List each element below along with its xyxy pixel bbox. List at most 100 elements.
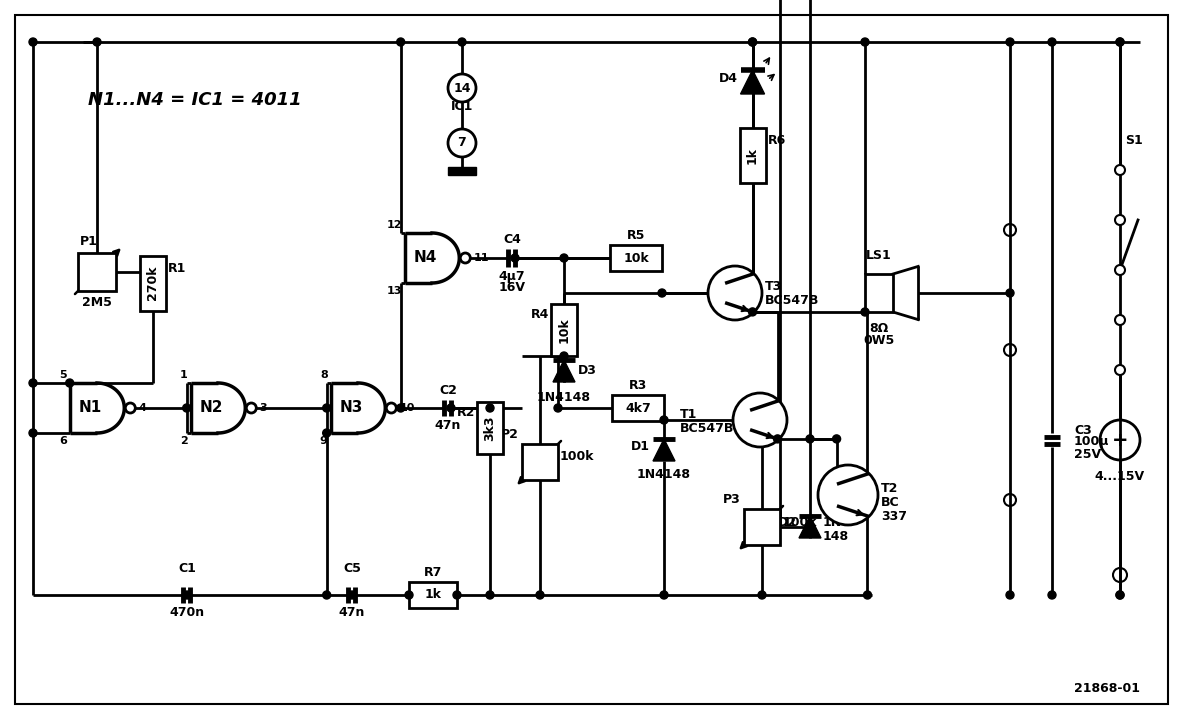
Circle shape [323, 591, 331, 599]
Text: 21868-01: 21868-01 [1074, 682, 1140, 695]
Circle shape [1006, 591, 1014, 599]
Circle shape [861, 308, 870, 316]
Circle shape [246, 403, 257, 413]
Text: BC: BC [881, 497, 899, 510]
Polygon shape [552, 360, 575, 382]
Text: N1: N1 [79, 400, 102, 416]
Circle shape [658, 289, 666, 297]
Circle shape [554, 404, 562, 412]
Circle shape [453, 591, 461, 599]
Circle shape [1116, 38, 1124, 46]
Bar [610, 245, 662, 271]
Polygon shape [405, 233, 459, 283]
Bar [140, 255, 166, 311]
Text: R6: R6 [768, 134, 786, 147]
Text: 1k: 1k [746, 147, 759, 163]
Circle shape [560, 254, 568, 262]
Circle shape [733, 393, 787, 447]
Text: 16V: 16V [498, 281, 525, 294]
Circle shape [511, 254, 519, 262]
Polygon shape [190, 383, 245, 433]
Circle shape [758, 591, 767, 599]
Text: D4: D4 [718, 71, 737, 85]
Circle shape [1004, 494, 1016, 506]
Text: IC1: IC1 [451, 99, 473, 112]
Text: 470n: 470n [169, 606, 205, 619]
Circle shape [749, 38, 757, 46]
Circle shape [486, 591, 494, 599]
Text: N1...N4 = IC1 = 4011: N1...N4 = IC1 = 4011 [89, 91, 302, 109]
Text: C2: C2 [439, 384, 457, 397]
Circle shape [1004, 224, 1016, 236]
Circle shape [1116, 265, 1125, 275]
Bar [551, 304, 577, 356]
Text: 10: 10 [400, 403, 415, 413]
Text: C4: C4 [503, 233, 521, 246]
Text: 25V: 25V [1074, 447, 1101, 460]
Circle shape [396, 404, 405, 412]
Circle shape [833, 435, 841, 443]
Circle shape [806, 435, 814, 443]
Text: 5: 5 [59, 370, 66, 380]
Circle shape [864, 591, 872, 599]
Bar [739, 127, 765, 183]
Circle shape [817, 465, 878, 525]
Circle shape [447, 404, 455, 412]
Circle shape [1113, 568, 1127, 582]
Text: +: + [1112, 431, 1129, 449]
Text: N3: N3 [340, 400, 363, 416]
Circle shape [30, 429, 37, 437]
Circle shape [1100, 420, 1140, 460]
Circle shape [460, 253, 471, 263]
Text: 1: 1 [180, 370, 188, 380]
Text: 3: 3 [259, 403, 267, 413]
Circle shape [30, 38, 37, 46]
Text: 100k: 100k [783, 516, 817, 528]
Circle shape [348, 591, 356, 599]
Text: 100k: 100k [560, 451, 595, 464]
Circle shape [183, 591, 190, 599]
Text: 7: 7 [458, 137, 466, 150]
Circle shape [1048, 591, 1056, 599]
Circle shape [1116, 591, 1124, 599]
Text: 4: 4 [138, 403, 147, 413]
Text: 9: 9 [319, 436, 328, 446]
Circle shape [405, 591, 413, 599]
Circle shape [774, 435, 782, 443]
Circle shape [182, 404, 190, 412]
Polygon shape [653, 439, 675, 461]
Circle shape [125, 403, 135, 413]
Text: 4...15V: 4...15V [1095, 470, 1145, 483]
Circle shape [387, 403, 396, 413]
Text: 4μ7: 4μ7 [499, 270, 525, 283]
Circle shape [1116, 591, 1124, 599]
Polygon shape [70, 383, 124, 433]
Text: S1: S1 [1125, 134, 1143, 147]
Bar [78, 253, 116, 291]
Text: 47n: 47n [338, 606, 366, 619]
Text: T2: T2 [881, 482, 898, 495]
Circle shape [448, 74, 476, 102]
Text: 337: 337 [881, 510, 907, 523]
Text: T3: T3 [765, 280, 782, 293]
Circle shape [458, 38, 466, 46]
Text: P2: P2 [502, 428, 519, 441]
Text: D1: D1 [631, 439, 649, 452]
Bar [477, 402, 503, 454]
Bar [409, 582, 457, 608]
Circle shape [1116, 165, 1125, 175]
Bar [448, 167, 476, 175]
Text: 10k: 10k [623, 252, 648, 265]
Circle shape [1116, 315, 1125, 325]
Circle shape [66, 379, 73, 387]
Text: C1: C1 [179, 562, 196, 575]
Text: BC547B: BC547B [680, 421, 735, 434]
Circle shape [396, 38, 405, 46]
Text: 2M5: 2M5 [82, 296, 112, 309]
Circle shape [1006, 289, 1014, 297]
Text: P3: P3 [723, 493, 741, 506]
Polygon shape [741, 70, 764, 94]
Bar [612, 395, 664, 421]
Text: 2: 2 [180, 436, 188, 446]
Text: 0W5: 0W5 [864, 334, 894, 347]
